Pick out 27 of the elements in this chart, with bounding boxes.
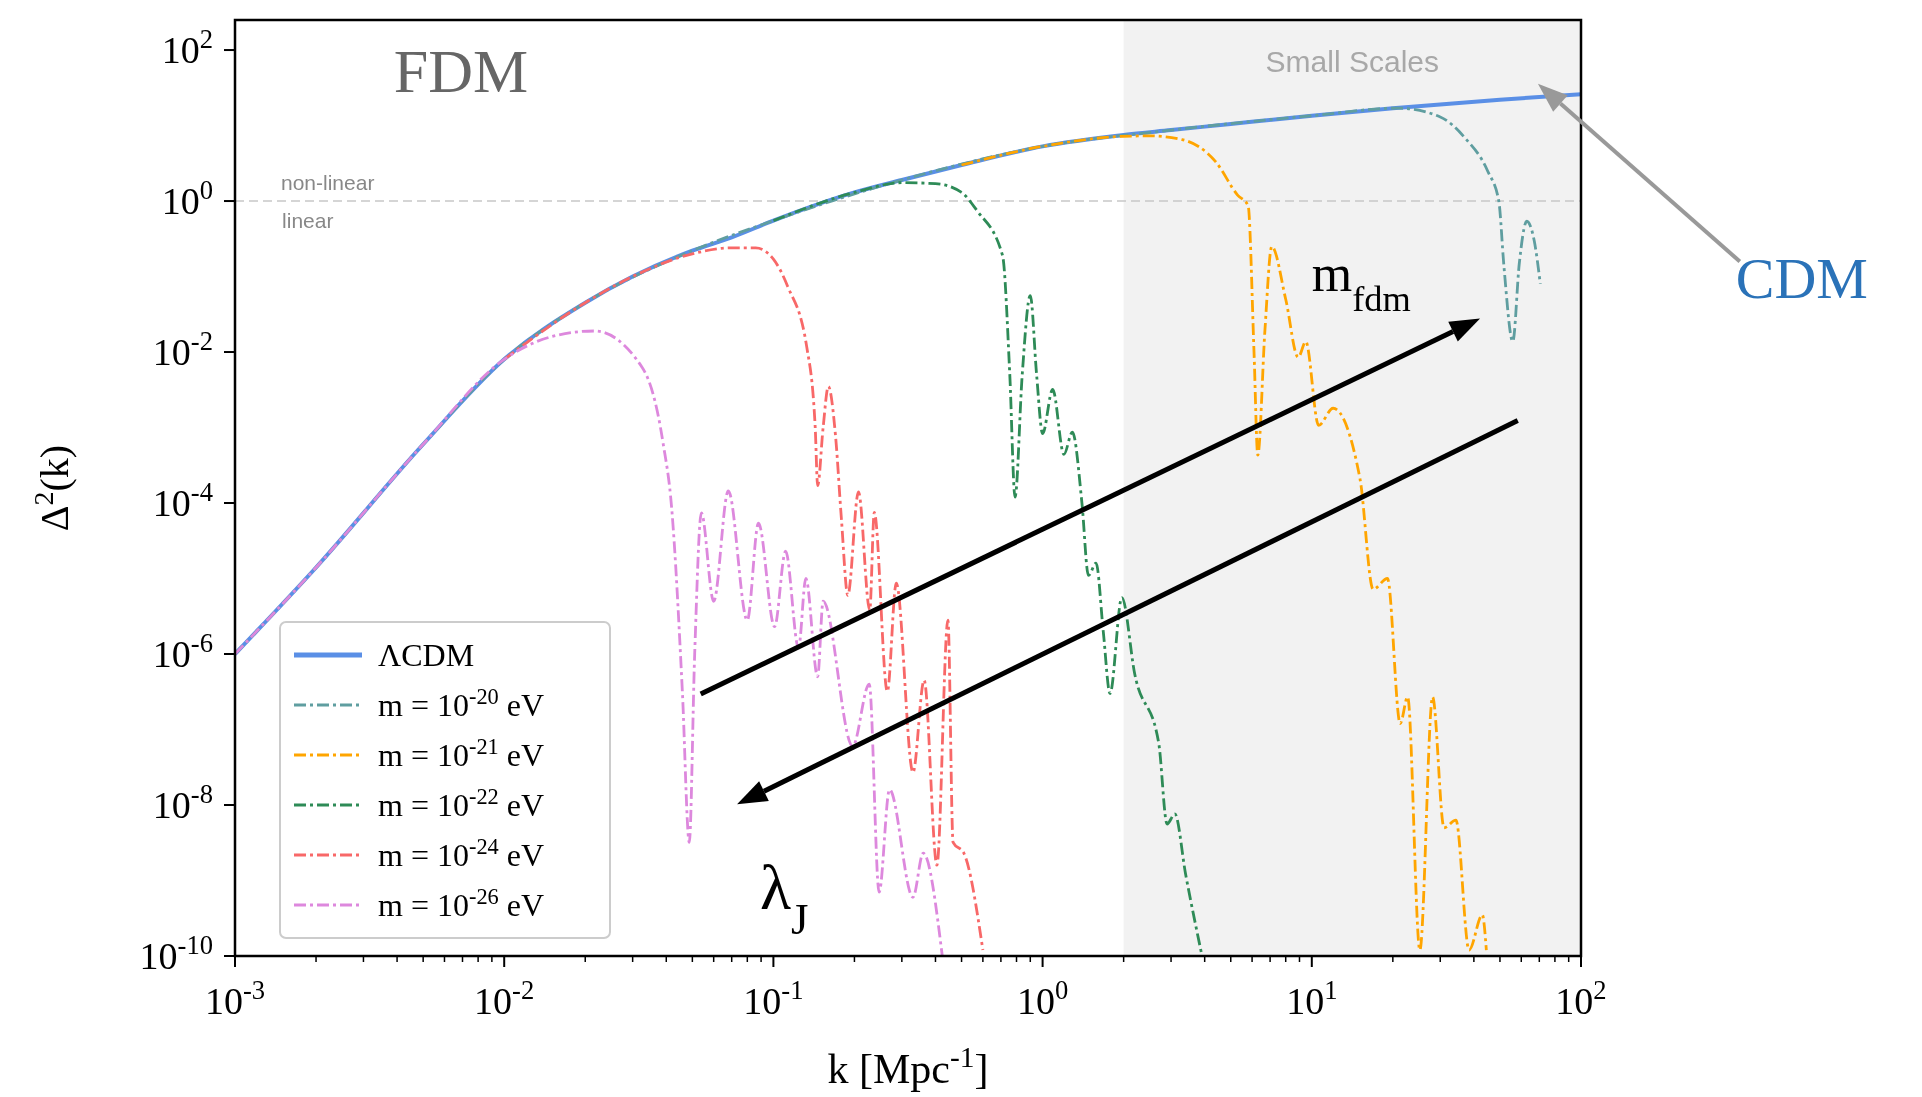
x-tick-label: 10$^{2}$ xyxy=(1555,975,1607,1022)
legend-label: m = 10$^{-20}$ eV xyxy=(378,683,545,723)
annotation: λ$_{J}$ xyxy=(759,852,809,945)
ref-line-label: non-linear xyxy=(281,171,375,195)
legend-label: m = 10$^{-26}$ eV xyxy=(378,883,545,923)
x-tick-label: 10$^{0}$ xyxy=(1016,975,1069,1022)
x-tick-label: 10$^{-2}$ xyxy=(474,975,535,1022)
band-label: Small Scales xyxy=(1265,45,1440,78)
legend-label: m = 10$^{-24}$ eV xyxy=(378,833,545,873)
annotation: FDM xyxy=(393,37,529,106)
x-tick-label: 10$^{-1}$ xyxy=(743,975,804,1022)
y-tick-label: 10$^{-10}$ xyxy=(139,930,213,977)
y-tick-label: 10$^{0}$ xyxy=(161,175,213,223)
annotation: linear xyxy=(282,208,334,232)
y-tick-label: 10$^{-8}$ xyxy=(152,779,213,827)
y-tick-label: 10$^{2}$ xyxy=(161,24,213,72)
annotation: m$_{fdm}$ xyxy=(1311,245,1411,320)
x-tick-label: 10$^{1}$ xyxy=(1286,975,1338,1022)
legend-label: m = 10$^{-22}$ eV xyxy=(378,783,545,823)
legend-label: ΛCDM xyxy=(378,637,475,673)
y-tick-label: 10$^{-6}$ xyxy=(152,628,213,676)
y-tick-label: 10$^{-2}$ xyxy=(152,326,213,374)
text: CDM xyxy=(1735,245,1868,311)
y-tick-label: 10$^{-4}$ xyxy=(152,477,213,525)
legend-label: m = 10$^{-21}$ eV xyxy=(378,733,545,773)
x-axis-title: k [Mpc$^{-1}$] xyxy=(827,1041,989,1092)
x-tick-label: 10$^{-3}$ xyxy=(204,975,266,1022)
